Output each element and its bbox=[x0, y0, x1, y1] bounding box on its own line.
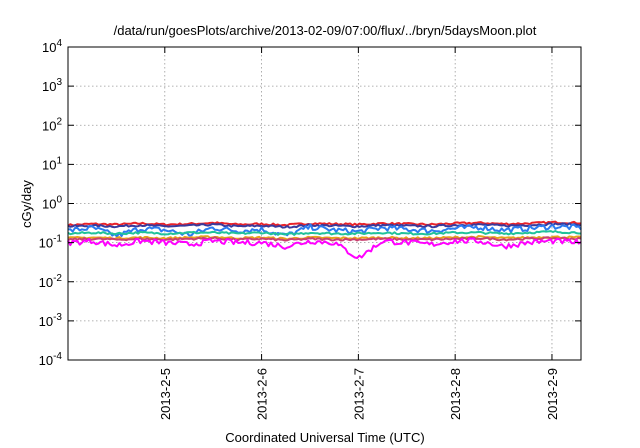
x-tick-label: 2013-2-8 bbox=[448, 368, 463, 420]
series-line-1 bbox=[67, 220, 582, 227]
x-tick-label: 2013-2-6 bbox=[255, 368, 270, 420]
y-tick-label: 104 bbox=[42, 38, 62, 55]
y-tick-label: 10-3 bbox=[39, 312, 63, 329]
series-line-2 bbox=[67, 222, 582, 229]
series-line-7 bbox=[67, 237, 582, 259]
y-tick-label: 10-2 bbox=[39, 273, 63, 290]
x-tick-label: 2013-2-9 bbox=[545, 368, 560, 420]
y-tick-label: 10-1 bbox=[39, 234, 63, 251]
chart-title: /data/run/goesPlots/archive/2013-02-09/0… bbox=[114, 23, 537, 38]
y-axis-label: cGy/day bbox=[19, 180, 34, 228]
y-tick-label: 101 bbox=[42, 155, 62, 172]
x-tick-label: 2013-2-7 bbox=[351, 368, 366, 420]
axis-ticks: 10-4 10-3 10-2 10-1 100 101 102 103 104 2013-2-5 2… bbox=[39, 38, 581, 420]
y-tick-label: 102 bbox=[42, 116, 62, 133]
y-tick-label: 100 bbox=[42, 195, 62, 212]
series-lines bbox=[67, 220, 582, 259]
series-line-4 bbox=[67, 230, 581, 236]
x-tick-label: 2013-2-5 bbox=[158, 368, 173, 420]
grid bbox=[68, 47, 581, 360]
x-axis-label: Coordinated Universal Time (UTC) bbox=[225, 430, 424, 445]
y-tick-label: 10-4 bbox=[39, 351, 63, 368]
series-line-3 bbox=[67, 223, 582, 238]
y-tick-label: 103 bbox=[42, 77, 62, 94]
